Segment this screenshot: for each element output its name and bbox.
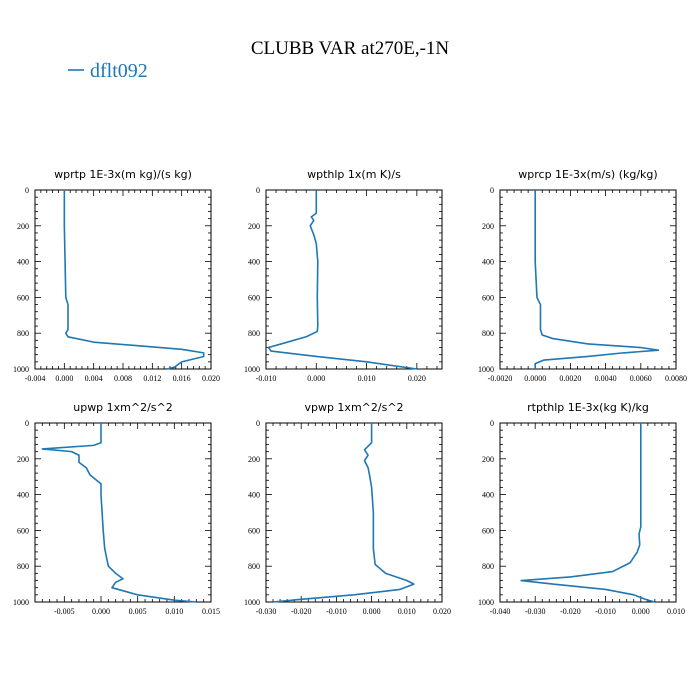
panel-2: wpthlp 1x(m K)/s -0.010 0.000 0.010 0.020 0 20… (244, 168, 443, 383)
plot-frame (499, 189, 677, 370)
y-tick-label: 0 (256, 186, 260, 195)
x-tick-label: 0.0080 (665, 374, 687, 383)
series-line-dflt092 (267, 190, 417, 370)
x-tick-label: -0.0020 (488, 374, 513, 383)
x-tick-label: 0.004 (85, 374, 103, 383)
y-tick-label: 0 (256, 419, 260, 428)
panel-title: wprtp 1E-3x(m kg)/(s kg) (54, 168, 192, 181)
x-tick-label: 0.020 (408, 374, 426, 383)
y-tick-label: 400 (482, 491, 494, 500)
x-tick-label: 0.000 (55, 374, 73, 383)
y-tick-label: 0 (25, 419, 29, 428)
panel-title: rtpthlp 1E-3x(kg K)/kg (527, 401, 649, 414)
y-tick-label: 600 (482, 526, 494, 535)
y-tick-label: 600 (248, 293, 260, 302)
y-tick-label: 800 (248, 562, 260, 571)
y-tick-label: 0 (25, 186, 29, 195)
figure-title: CLUBB VAR at270E,-1N (251, 38, 450, 59)
x-tick-label: 0.0020 (559, 374, 581, 383)
x-tick-label: 0.015 (202, 607, 220, 616)
y-tick-label: 800 (482, 562, 494, 571)
y-tick-label: 400 (482, 258, 494, 267)
series-line-dflt092 (63, 190, 205, 370)
y-tick-label: 0 (490, 186, 494, 195)
panel-title: vpwp 1xm^2/s^2 (304, 401, 403, 414)
plot-frame (499, 422, 677, 603)
x-tick-label: -0.010 (256, 374, 277, 383)
x-tick-label: 0.010 (398, 607, 416, 616)
y-tick-label: 1000 (244, 365, 260, 374)
y-tick-label: 600 (248, 526, 260, 535)
y-tick-label: 800 (17, 562, 29, 571)
y-tick-label: 1000 (13, 365, 29, 374)
y-tick-label: 200 (482, 455, 494, 464)
panel-title: upwp 1xm^2/s^2 (73, 401, 173, 414)
y-tick-label: 1000 (244, 598, 260, 607)
legend: dflt092 (68, 60, 148, 82)
x-tick-label: 0.008 (114, 374, 132, 383)
y-tick-label: 400 (17, 491, 29, 500)
series-line-dflt092 (520, 423, 656, 603)
y-tick-label: 400 (248, 258, 260, 267)
x-tick-label: 0.000 (363, 607, 381, 616)
y-tick-label: 600 (17, 293, 29, 302)
y-tick-label: 200 (482, 222, 494, 231)
panel-4: upwp 1xm^2/s^2 -0.005 0.000 0.005 0.010 0.015… (13, 401, 220, 616)
x-tick-label: -0.020 (560, 607, 581, 616)
y-tick-label: 200 (248, 222, 260, 231)
x-tick-label: -0.020 (291, 607, 312, 616)
y-tick-label: 400 (17, 258, 29, 267)
x-tick-label: 0.020 (202, 374, 220, 383)
y-tick-label: 1000 (13, 598, 29, 607)
x-tick-label: 0.010 (358, 374, 376, 383)
panel-6: rtpthlp 1E-3x(kg K)/kg -0.040 -0.030 -0.020… (478, 401, 685, 616)
y-tick-label: 400 (248, 491, 260, 500)
y-tick-label: 0 (490, 419, 494, 428)
y-tick-label: 800 (248, 329, 260, 338)
plot-frame (34, 189, 212, 370)
plot-frame (265, 422, 443, 603)
y-tick-label: 200 (17, 455, 29, 464)
x-tick-label: 0.010 (667, 607, 685, 616)
x-tick-label: 0.012 (143, 374, 161, 383)
y-tick-label: 800 (482, 329, 494, 338)
x-tick-label: 0.005 (129, 607, 147, 616)
x-tick-label: 0.0060 (630, 374, 652, 383)
legend-label: dflt092 (90, 60, 148, 82)
x-tick-label: -0.040 (490, 607, 511, 616)
x-tick-label: 0.010 (165, 607, 183, 616)
panel-5: vpwp 1xm^2/s^2 -0.030 -0.020 -0.010 0.000 0.0… (244, 401, 451, 616)
series-line-dflt092 (534, 190, 660, 369)
series-line-dflt092 (272, 423, 415, 603)
x-tick-label: -0.004 (25, 374, 46, 383)
x-tick-label: -0.010 (595, 607, 616, 616)
series-line-dflt092 (41, 423, 197, 603)
x-tick-label: 0.000 (92, 607, 110, 616)
x-tick-label: 0.016 (173, 374, 191, 383)
y-tick-label: 600 (17, 526, 29, 535)
panel-title: wpthlp 1x(m K)/s (307, 168, 401, 181)
x-tick-label: -0.030 (525, 607, 546, 616)
panels: wprtp 1E-3x(m kg)/(s kg) -0.004 0.000 0.004… (13, 168, 687, 616)
y-tick-label: 1000 (478, 598, 494, 607)
y-tick-label: 200 (248, 455, 260, 464)
x-tick-label: 0.020 (433, 607, 451, 616)
x-tick-label: -0.030 (256, 607, 277, 616)
x-tick-label: 0.0040 (595, 374, 617, 383)
panel-1: wprtp 1E-3x(m kg)/(s kg) -0.004 0.000 0.004… (13, 168, 220, 383)
y-tick-label: 600 (482, 293, 494, 302)
x-tick-label: -0.005 (54, 607, 75, 616)
plot-frame (265, 189, 443, 370)
y-tick-label: 800 (17, 329, 29, 338)
x-tick-label: 0.0000 (524, 374, 546, 383)
x-tick-label: 0.000 (307, 374, 325, 383)
x-tick-label: -0.010 (326, 607, 347, 616)
y-tick-label: 200 (17, 222, 29, 231)
panel-title: wprcp 1E-3x(m/s) (kg/kg) (518, 168, 657, 181)
y-tick-label: 1000 (478, 365, 494, 374)
plot-frame (34, 422, 212, 603)
panel-3: wprcp 1E-3x(m/s) (kg/kg) -0.0020 0.0000 0.0… (478, 168, 687, 383)
x-tick-label: 0.000 (632, 607, 650, 616)
